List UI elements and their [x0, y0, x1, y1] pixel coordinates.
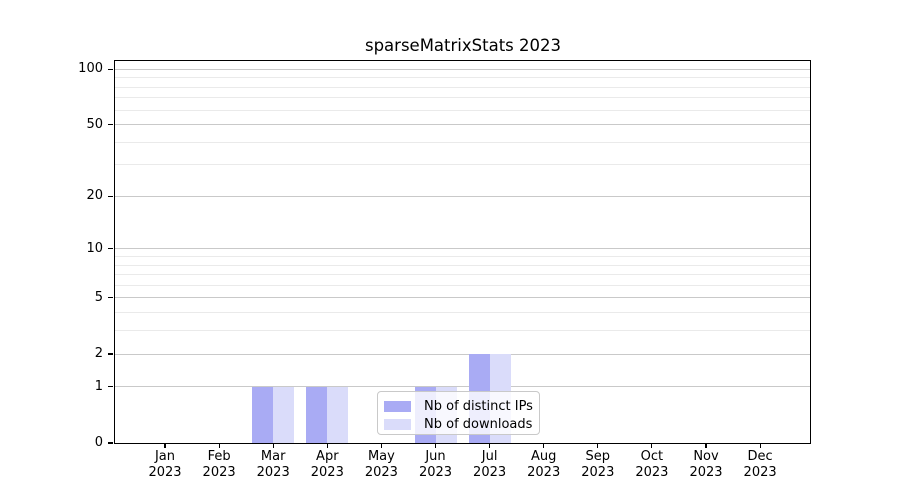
bar-distinct-ips — [252, 386, 274, 443]
y-gridline-minor — [115, 284, 810, 286]
x-tick-month: Dec — [747, 449, 773, 464]
y-axis-tick — [108, 386, 114, 388]
legend-entry-downloads: Nb of downloads — [378, 416, 539, 432]
y-axis-tick — [108, 248, 114, 250]
y-gridline-minor — [115, 330, 810, 332]
x-axis-tick — [380, 443, 382, 448]
legend-swatch-downloads — [384, 418, 411, 430]
x-tick-month: Sep — [585, 449, 611, 464]
y-gridline-major — [115, 195, 810, 197]
x-tick-month: Feb — [207, 449, 231, 464]
x-tick-year: 2023 — [148, 464, 182, 480]
x-tick-label: Jul 2023 — [460, 449, 520, 480]
x-tick-year: 2023 — [743, 464, 777, 480]
y-gridline-minor — [115, 141, 810, 143]
x-tick-year: 2023 — [310, 464, 344, 480]
y-gridline-major — [115, 124, 810, 126]
y-gridline-minor — [115, 264, 810, 266]
y-gridline-major — [115, 248, 810, 250]
x-tick-label: Feb 2023 — [189, 449, 249, 480]
x-tick-label: Jun 2023 — [406, 449, 466, 480]
x-tick-label: Oct 2023 — [622, 449, 682, 480]
y-tick-label: 20 — [86, 188, 103, 204]
x-tick-label: Aug 2023 — [514, 449, 574, 480]
x-axis-tick — [272, 443, 274, 448]
x-tick-label: Dec 2023 — [730, 449, 790, 480]
x-tick-label: Nov 2023 — [676, 449, 736, 480]
y-gridline-minor — [115, 77, 810, 79]
legend-swatch-distinct-ips — [384, 400, 411, 412]
x-axis-tick — [651, 443, 653, 448]
y-tick-label: 1 — [94, 378, 103, 394]
y-tick-label: 10 — [86, 240, 103, 256]
bar-distinct-ips — [306, 386, 328, 443]
x-axis-tick — [489, 443, 491, 448]
x-tick-label: Mar 2023 — [243, 449, 303, 480]
bar-downloads — [273, 386, 295, 443]
y-axis-tick — [108, 442, 114, 444]
x-axis-tick — [326, 443, 328, 448]
y-axis-tick — [108, 195, 114, 197]
x-tick-label: Jan 2023 — [135, 449, 195, 480]
legend-entry-distinct-ips: Nb of distinct IPs — [378, 398, 539, 414]
chart-title: sparseMatrixStats 2023 — [364, 36, 562, 55]
x-axis-tick — [759, 443, 761, 448]
x-axis-tick — [164, 443, 166, 448]
x-tick-month: Mar — [260, 449, 286, 464]
x-tick-label: Apr 2023 — [297, 449, 357, 480]
x-tick-label: Sep 2023 — [568, 449, 628, 480]
x-tick-month: Aug — [530, 449, 557, 464]
x-tick-year: 2023 — [635, 464, 669, 480]
x-tick-month: Jun — [425, 449, 446, 464]
y-gridline-minor — [115, 256, 810, 257]
y-gridline-major — [115, 297, 810, 299]
y-gridline-major — [115, 386, 810, 388]
y-axis-tick — [108, 297, 114, 299]
x-tick-year: 2023 — [256, 464, 290, 480]
x-tick-year: 2023 — [418, 464, 453, 480]
y-gridline-minor — [115, 109, 810, 111]
y-tick-label: 0 — [94, 435, 103, 450]
y-gridline-major — [115, 353, 810, 355]
y-gridline-minor — [115, 86, 810, 88]
x-tick-year: 2023 — [527, 464, 561, 480]
y-tick-label: 5 — [94, 289, 103, 305]
x-tick-label: May 2023 — [351, 449, 411, 480]
bar-downloads — [327, 386, 349, 443]
y-gridline-minor — [115, 164, 810, 166]
legend-label-distinct-ips: Nb of distinct IPs — [424, 398, 533, 414]
legend: Nb of distinct IPs Nb of downloads — [377, 391, 540, 435]
x-tick-year: 2023 — [581, 464, 615, 480]
y-tick-label: 50 — [86, 116, 103, 132]
x-axis-tick — [597, 443, 599, 448]
x-axis-tick — [705, 443, 707, 448]
x-tick-year: 2023 — [689, 464, 723, 480]
x-axis-tick — [543, 443, 545, 448]
x-tick-month: Jul — [481, 449, 498, 464]
y-gridline-minor — [115, 97, 810, 99]
x-axis-tick — [434, 443, 437, 448]
x-tick-year: 2023 — [202, 464, 236, 480]
x-tick-month: Oct — [640, 449, 664, 464]
y-axis-tick — [108, 353, 114, 355]
y-axis-tick — [108, 123, 114, 126]
y-tick-label: 100 — [78, 61, 103, 77]
y-gridline-minor — [115, 312, 810, 314]
x-tick-month: Apr — [316, 449, 339, 464]
x-tick-year: 2023 — [473, 464, 507, 480]
y-gridline-minor — [115, 274, 810, 276]
plot-area: 0 1 2 5 10 20 50 100 Jan 2023 Feb 2023 Mar 2023 Apr 202… — [78, 60, 811, 480]
x-tick-month: May — [367, 449, 395, 464]
y-axis-tick — [108, 68, 114, 70]
x-axis-tick — [218, 443, 220, 448]
y-gridline-major — [115, 68, 810, 70]
x-tick-month: Nov — [693, 449, 719, 464]
x-tick-year: 2023 — [364, 464, 398, 480]
x-tick-month: Jan — [154, 449, 176, 464]
y-tick-label: 2 — [94, 346, 103, 362]
legend-label-downloads: Nb of downloads — [424, 416, 533, 432]
